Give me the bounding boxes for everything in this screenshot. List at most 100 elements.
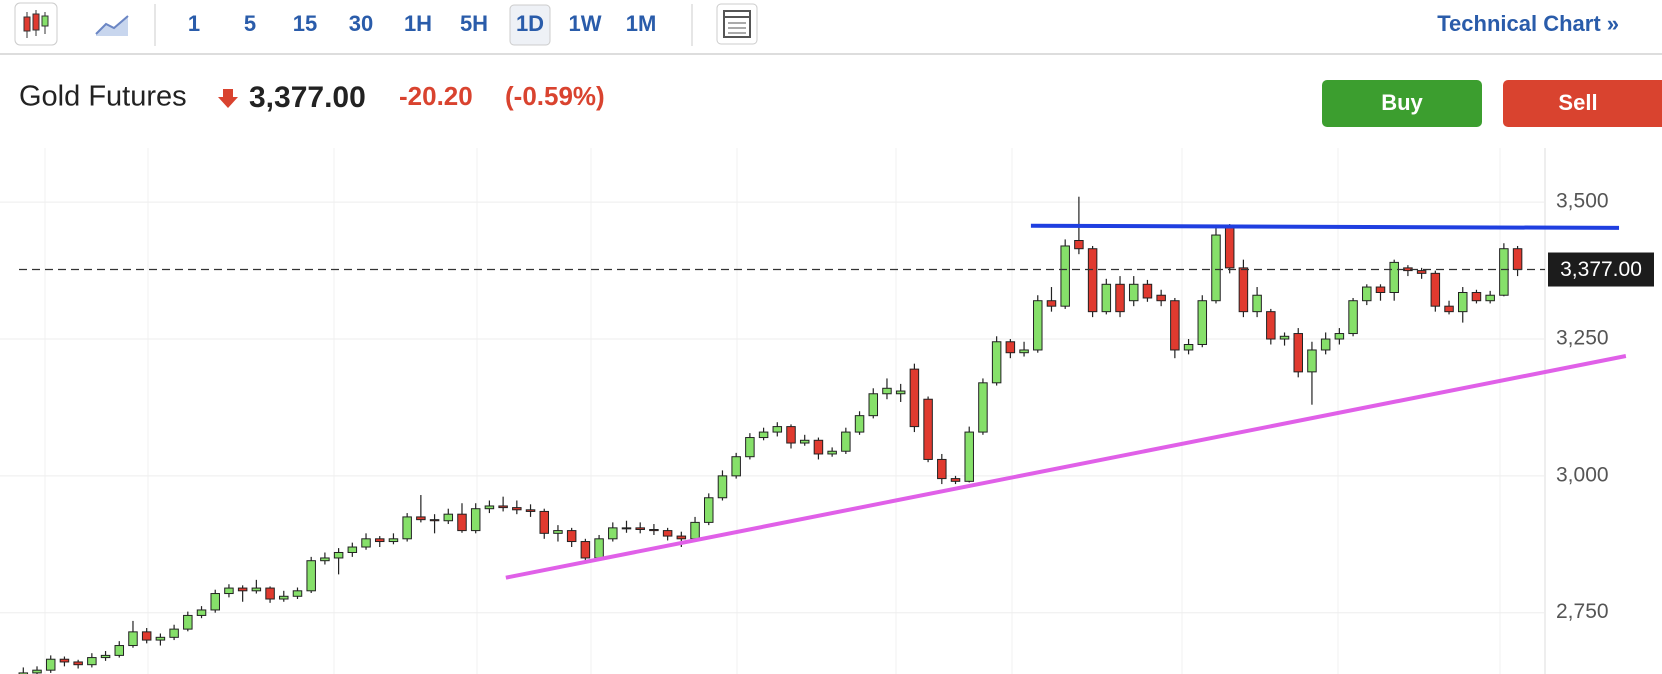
candle-body [1005,341,1016,354]
candle-body [457,513,467,532]
candle-body [1238,267,1249,313]
candle-body [1033,300,1043,351]
candle-body [498,505,508,509]
sell-label[interactable]: Sell [1558,90,1597,115]
candle-body [333,551,344,559]
change: -20.20 [399,81,473,111]
candle-body [306,560,316,592]
candle-body [155,636,166,641]
candle-body [169,628,179,638]
candle-body [1197,300,1208,345]
candle-body [827,450,837,455]
candle-body [374,538,385,543]
candle-body [1499,248,1509,296]
candle-body [347,546,358,553]
technical-chart-link[interactable]: Technical Chart » [1437,11,1619,36]
candle-body [87,657,97,666]
candle-body [18,672,29,674]
candle-body [649,529,659,532]
interval-button[interactable]: 1W [569,11,602,36]
candle-body [1142,283,1153,299]
candle-body [1444,305,1454,313]
candle-body [429,519,440,522]
y-tick-label: 3,000 [1556,463,1609,486]
candle-body [731,456,741,477]
candle-body [1019,349,1029,354]
candle-body [799,439,810,444]
candle-body [1430,272,1441,307]
interval-button[interactable]: 30 [349,11,373,36]
last-price-label: 3,377.00 [1560,258,1642,281]
interval-button[interactable]: 1D [516,11,544,36]
buy-button[interactable]: Buy [1322,80,1482,127]
candle-body [717,475,728,499]
candle-body [1389,261,1399,293]
candle-body [978,382,988,433]
toolbar: 1 5 15 30 1H 5H 1D 1W 1M Technical Chart » [0,2,1662,55]
candle-body [265,587,275,600]
candle-body [251,587,262,592]
candle-body [964,431,974,482]
interval-button[interactable]: 5H [460,11,488,36]
candle-body [525,509,536,512]
candle-body [1170,300,1180,351]
candle-body [1156,294,1166,302]
interval-button[interactable]: 1M [626,11,657,36]
candle-body [484,505,495,510]
candle-body [196,609,207,616]
candle-body [443,513,454,522]
candle-body [539,510,549,534]
candle-body [1334,333,1345,340]
candle-body [608,527,618,540]
interval-button[interactable]: 15 [293,11,317,36]
y-tick-label: 2,750 [1556,600,1609,623]
candle-body [45,658,56,671]
layout-icon-button[interactable] [716,3,758,45]
candle-body [882,387,892,395]
candle-body [909,368,920,428]
candle-body [1224,226,1235,269]
interval-button[interactable]: 1 [188,11,200,36]
candle-body [237,587,248,592]
candle-body [292,590,303,597]
candle-body [1348,300,1358,335]
line-icon-button[interactable] [95,15,129,36]
candle-body [320,557,330,562]
candle-body [361,538,371,548]
sell-button[interactable]: Sell [1503,80,1662,127]
candle-body [1362,286,1372,302]
candle-body [1128,283,1139,302]
candle-body [690,521,700,540]
candle-body [416,516,426,521]
candle-body [100,654,111,659]
candle-body [772,426,783,433]
candle-body [676,535,687,540]
candle-body [1087,248,1098,313]
buy-label[interactable]: Buy [1381,90,1423,115]
candle-body [566,530,577,543]
candle-body [1485,294,1495,302]
candle-body [1060,245,1070,307]
instrument-name: Gold Futures [19,81,187,113]
candle-body [895,390,906,395]
candle-body [512,507,522,511]
interval-button[interactable]: 5 [244,11,256,36]
candle-body [813,439,824,455]
candle-body [1252,294,1262,313]
candle-body [868,393,879,417]
candle-body [553,530,563,534]
candle-body [841,431,851,452]
candle-body [745,437,755,458]
candle-body [224,587,234,595]
interval-button[interactable]: 1H [404,11,432,36]
candle-body [1115,283,1125,313]
candle-body [991,341,1002,384]
candle-body [210,593,220,611]
y-tick-label: 3,500 [1556,190,1609,213]
candle-body [141,631,152,641]
candle-body [621,527,632,530]
candle-body [580,541,591,559]
candle-body [1211,234,1221,302]
candle-body [1293,333,1303,373]
